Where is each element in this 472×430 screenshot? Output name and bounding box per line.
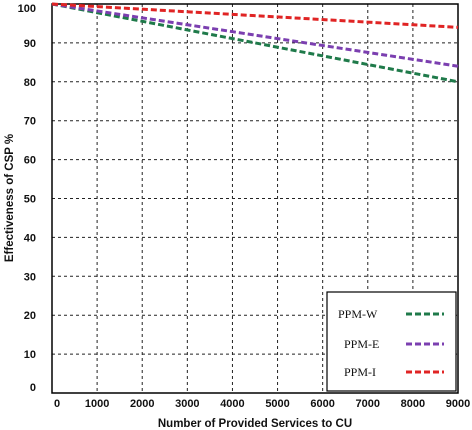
x-tick-label: 3000 [175,398,199,410]
y-tick-label: 40 [24,232,36,244]
plot-frame [51,3,459,394]
x-axis-title: Number of Provided Services to CU [158,418,352,430]
x-tick-label: 7000 [356,398,380,410]
legend-label-ppm-i: PPM-I [344,365,376,379]
y-tick-label: 60 [24,155,36,167]
legend: PPM-W PPM-E PPM-I [326,291,457,392]
x-tick-label: 5000 [265,398,289,410]
y-tick-label: 50 [24,194,36,206]
x-tick-label: 8000 [401,398,425,410]
y-tick-label: 10 [24,349,36,361]
series-line-ppm-i [51,2,459,29]
y-tick-label: 30 [24,271,36,283]
y-axis-title: Effectiveness of CSP % [4,134,16,262]
legend-label-ppm-w: PPM-W [338,307,378,321]
y-tick-label: 70 [24,116,36,128]
legend-label-ppm-e: PPM-E [344,337,379,351]
x-tick-label: 9000 [446,398,470,410]
x-tick-label: 1000 [85,398,109,410]
y-tick-label: 90 [24,38,36,50]
legend-box [326,291,457,392]
x-tick-label: 4000 [220,398,244,410]
series-line-ppm-w [51,2,459,84]
y-tick-label: 20 [24,310,36,322]
series-lines [51,2,459,84]
y-tick-label: 0 [30,382,36,394]
x-tick-label: 2000 [130,398,154,410]
y-tick-label: 100 [18,3,36,15]
x-tick-labels: 0 1000 2000 3000 4000 5000 6000 7000 8000 9000 [54,398,470,410]
x-tick-label: 6000 [310,398,334,410]
y-tick-label: 80 [24,77,36,89]
y-tick-labels: 0 10 20 30 40 50 60 70 80 90 100 [18,3,36,394]
series-line-ppm-e [51,2,459,68]
x-tick-label: 0 [54,398,60,410]
